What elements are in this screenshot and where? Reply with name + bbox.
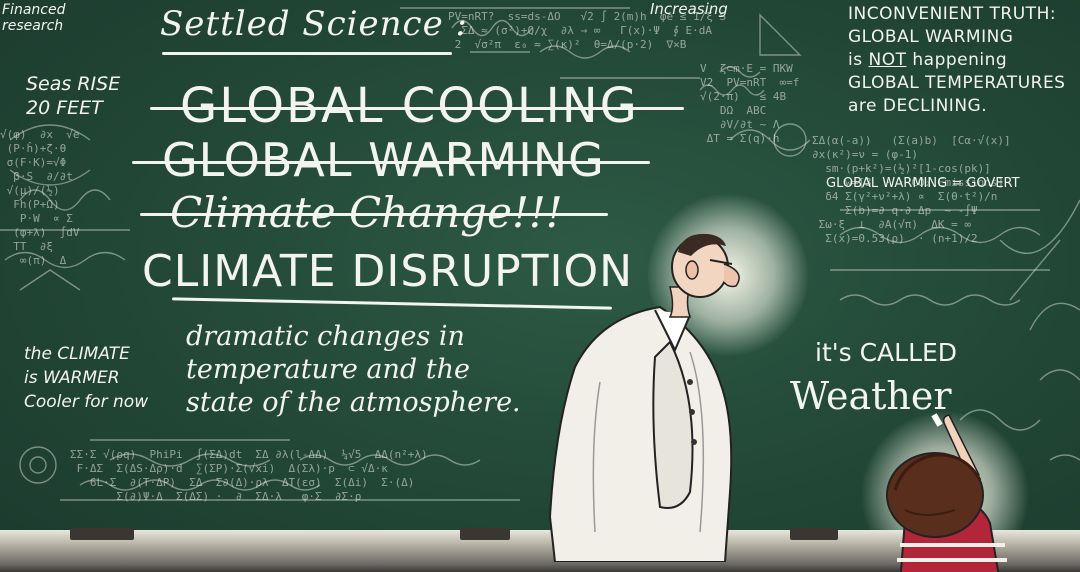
scribble-text-bottom: ΣΣ·Σ √(ρq) PhiPi ∫(ΣΔ)dt ΣΔ ∂λ(l-ΔΔ) ¼√5…	[70, 448, 428, 503]
truth-line-2: GLOBAL WARMING	[848, 27, 1014, 47]
increasing-note: Increasing	[650, 0, 728, 18]
climate-warmer-note: the CLIMATE is WARMER Cooler for now	[24, 342, 148, 414]
climate-change-crossed: Climate Change!!!	[140, 188, 608, 237]
side-note-line-2: is WARMER	[24, 368, 120, 388]
definition-text: dramatic changes in temperature and the …	[186, 321, 521, 418]
scientist-figure	[548, 233, 740, 562]
eraser	[460, 528, 510, 540]
sea-rise-line-1: Seas RISE	[26, 73, 121, 95]
financed-research-note: Financed research	[2, 2, 65, 34]
govt-note: GLOBAL WARMING = GOVERT	[826, 176, 1020, 191]
chalk-tray	[0, 530, 1080, 572]
truth-line-3-a: is	[848, 50, 863, 70]
global-warming-crossed: GLOBAL WARMING	[132, 133, 650, 187]
climate-disruption-term: CLIMATE DISRUPTION	[142, 246, 634, 297]
scribble-text-mid: V ζ⊂m·E = ΠΚW V2 PV=nRT ∞=f √(2·π) ≤ 4B …	[700, 62, 800, 145]
eraser	[70, 528, 134, 540]
truth-line-3-b: happening	[912, 50, 1008, 70]
settled-science-title: Settled Science :	[160, 4, 468, 44]
truth-line-1: INCONVENIENT TRUTH:	[848, 4, 1057, 24]
weather-text: Weather	[790, 374, 952, 418]
sea-rise-note: Seas RISE 20 FEET	[26, 72, 120, 120]
truth-line-5: are DECLINING.	[848, 96, 988, 116]
inconvenient-truth-note: INCONVENIENT TRUTH: GLOBAL WARMING is NO…	[848, 3, 1065, 118]
research-line-1: Financed	[2, 2, 66, 18]
child-figure	[886, 414, 1007, 572]
scribble-text-top: PV=nRT? ss=ds-ΔO √2 ∫ 2(m)h φe ≤ 1/ξ S Σ…	[448, 10, 727, 51]
scribble-text-right: ΣΔ(α(-a)) (Σ(a)b) [Cα·√(x)] ∂x(κ²)=ν = (…	[812, 134, 1011, 245]
global-cooling-crossed: GLOBAL COOLING	[150, 78, 684, 134]
title-underline	[162, 52, 452, 55]
research-line-2: research	[2, 18, 64, 34]
eraser	[790, 528, 838, 540]
side-note-line-3: Cooler for now	[24, 392, 149, 412]
truth-not: NOT	[868, 50, 907, 70]
scribble-text-left: √(φ) ∂x √e (P·ĥ)+ζ·θ σ(F·K)=√Φ β·S ∂/∂t …	[0, 128, 80, 267]
truth-line-4: GLOBAL TEMPERATURES	[848, 73, 1066, 93]
sea-rise-line-2: 20 FEET	[26, 97, 103, 119]
side-note-line-1: the CLIMATE	[24, 344, 130, 364]
its-called-text: it's CALLED	[815, 338, 958, 367]
